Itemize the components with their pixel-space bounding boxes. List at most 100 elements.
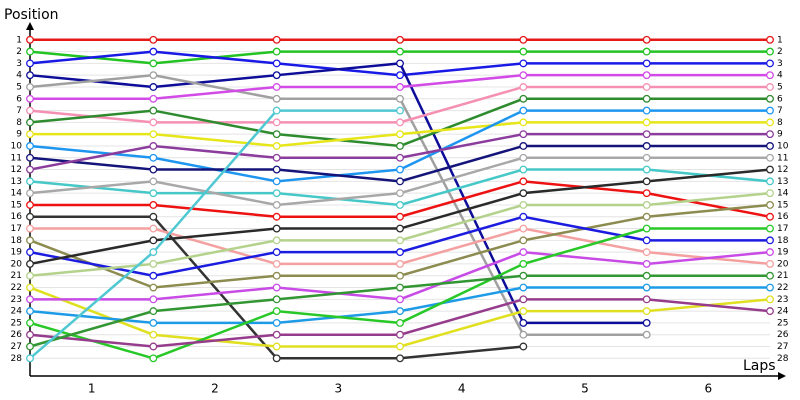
point-marker	[149, 248, 158, 257]
y-tick-label-right: 17	[777, 224, 788, 234]
point-marker	[519, 271, 528, 280]
point-marker	[272, 142, 281, 150]
y-tick-label-right: 27	[777, 342, 788, 352]
point-marker	[149, 271, 158, 280]
point-marker	[149, 236, 158, 245]
point-marker	[396, 248, 404, 257]
point-marker	[396, 118, 404, 127]
point-marker	[26, 224, 34, 233]
y-tick-label: 27	[11, 342, 22, 352]
point-marker	[766, 106, 774, 115]
y-tick-label-right: 13	[777, 177, 788, 187]
y-tick-label: 16	[11, 212, 23, 222]
y-tick-label: 6	[16, 94, 22, 104]
point-marker	[519, 118, 528, 127]
y-tick-label: 10	[11, 141, 23, 151]
y-tick-label-right: 8	[777, 118, 783, 128]
y-tick-label-right: 6	[777, 94, 783, 104]
y-tick-label: 25	[11, 318, 22, 328]
point-marker	[642, 271, 651, 280]
point-marker	[642, 94, 651, 103]
x-tick-label: 4	[458, 382, 466, 396]
y-tick-label-right: 16	[777, 212, 789, 222]
point-marker	[519, 106, 528, 115]
y-tick-label-right: 21	[777, 271, 788, 281]
point-marker	[272, 118, 281, 127]
point-marker	[149, 35, 158, 44]
y-tick-label: 5	[16, 82, 22, 92]
point-marker	[766, 165, 774, 174]
y-tick-label: 21	[11, 271, 22, 281]
y-tick-label-right: 28	[777, 354, 789, 364]
point-marker	[642, 248, 651, 257]
point-marker	[26, 295, 34, 304]
point-marker	[642, 236, 651, 245]
point-marker	[396, 271, 404, 280]
point-marker	[26, 177, 34, 186]
point-marker	[766, 47, 774, 56]
point-marker	[766, 236, 774, 245]
point-marker	[272, 318, 281, 327]
point-marker	[26, 189, 34, 198]
point-marker	[149, 224, 158, 233]
point-marker	[26, 271, 34, 280]
point-marker	[642, 59, 651, 68]
point-marker	[26, 94, 34, 103]
point-marker	[149, 142, 158, 150]
point-marker	[26, 71, 34, 80]
point-marker	[272, 71, 281, 80]
series-line	[29, 62, 647, 325]
point-marker	[149, 200, 158, 209]
y-tick-label: 14	[11, 189, 23, 199]
series-line	[29, 144, 770, 183]
point-marker	[272, 212, 281, 221]
y-tick-label: 11	[11, 153, 22, 163]
x-axis-arrow	[778, 372, 786, 380]
y-tick-label-right: 10	[777, 141, 789, 151]
point-marker	[766, 59, 774, 68]
y-tick-label-right: 24	[777, 307, 789, 317]
y-tick-label: 3	[16, 59, 22, 69]
point-marker	[272, 295, 281, 304]
y-tick-label: 17	[11, 224, 22, 234]
point-marker	[149, 165, 158, 174]
point-marker	[26, 236, 34, 245]
point-marker	[272, 153, 281, 162]
point-marker	[149, 94, 158, 103]
point-marker	[396, 130, 404, 139]
point-marker	[272, 342, 281, 351]
y-tick-label: 12	[11, 165, 22, 175]
point-marker	[766, 283, 774, 292]
point-marker	[766, 224, 774, 233]
point-marker	[26, 283, 34, 292]
point-marker	[766, 35, 774, 44]
y-tick-label: 7	[16, 106, 22, 116]
point-marker	[642, 189, 651, 198]
point-marker	[766, 94, 774, 103]
point-marker	[642, 283, 651, 292]
point-marker	[149, 307, 158, 316]
point-marker	[396, 142, 404, 150]
y-tick-label: 15	[11, 200, 22, 210]
point-marker	[766, 83, 774, 91]
point-marker	[149, 283, 158, 292]
point-marker	[272, 59, 281, 68]
point-marker	[272, 259, 281, 268]
point-marker	[26, 354, 34, 363]
point-marker	[766, 295, 774, 304]
point-marker	[149, 212, 158, 221]
point-marker	[642, 224, 651, 233]
point-marker	[149, 47, 158, 56]
series-line	[29, 132, 770, 171]
point-marker	[26, 212, 34, 221]
point-marker	[642, 307, 651, 316]
y-tick-label-right: 2	[777, 47, 783, 57]
point-marker	[26, 106, 34, 115]
point-marker	[519, 130, 528, 139]
point-marker	[396, 106, 404, 115]
point-marker	[519, 189, 528, 198]
x-tick-label: 6	[705, 382, 713, 396]
y-tick-label: 24	[11, 307, 23, 317]
point-marker	[396, 47, 404, 56]
point-marker	[766, 153, 774, 162]
